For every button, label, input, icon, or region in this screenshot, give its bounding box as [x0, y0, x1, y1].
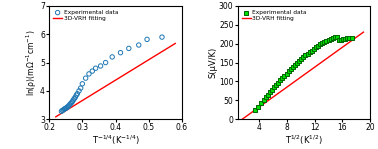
Experimental data	[67, 103, 73, 105]
Experimental data	[61, 108, 67, 110]
Experimental data	[325, 39, 332, 41]
Experimental data	[321, 41, 327, 43]
Experimental data	[315, 45, 321, 47]
Experimental data	[263, 96, 269, 98]
Y-axis label: ln(ρ)(mΩ$^{-1}$cm$^{-1}$): ln(ρ)(mΩ$^{-1}$cm$^{-1}$)	[24, 29, 39, 96]
Experimental data	[60, 109, 67, 111]
Experimental data	[86, 73, 92, 75]
Experimental data	[282, 75, 288, 77]
Experimental data	[342, 38, 348, 40]
Legend: Experimental data, 3D-VRH fitting: Experimental data, 3D-VRH fitting	[52, 9, 119, 22]
Experimental data	[258, 102, 264, 105]
Experimental data	[338, 38, 344, 41]
Experimental data	[76, 90, 82, 92]
Experimental data	[73, 94, 79, 96]
Experimental data	[72, 96, 78, 98]
Experimental data	[252, 109, 258, 111]
X-axis label: T$^{-1/4}$(K$^{-1/4}$): T$^{-1/4}$(K$^{-1/4}$)	[91, 134, 139, 147]
Experimental data	[265, 93, 271, 96]
Experimental data	[159, 36, 165, 38]
Experimental data	[64, 107, 70, 109]
Experimental data	[74, 93, 81, 95]
Experimental data	[279, 77, 285, 79]
Experimental data	[288, 68, 294, 70]
Experimental data	[319, 42, 325, 45]
Experimental data	[311, 48, 317, 50]
Experimental data	[296, 60, 302, 62]
Experimental data	[70, 99, 76, 101]
Experimental data	[273, 84, 279, 86]
Experimental data	[260, 98, 266, 101]
Experimental data	[269, 89, 275, 91]
Experimental data	[294, 62, 300, 64]
Experimental data	[292, 64, 298, 66]
Experimental data	[309, 49, 315, 52]
Experimental data	[286, 70, 292, 72]
Experimental data	[58, 110, 64, 112]
Experimental data	[267, 91, 273, 93]
Experimental data	[71, 97, 77, 100]
Experimental data	[305, 52, 311, 55]
Experimental data	[301, 56, 307, 59]
Experimental data	[298, 58, 304, 60]
Experimental data	[349, 37, 355, 39]
Experimental data	[255, 106, 261, 108]
Experimental data	[59, 109, 65, 112]
Experimental data	[144, 38, 150, 41]
Experimental data	[290, 66, 296, 68]
Experimental data	[328, 38, 334, 40]
Experimental data	[307, 51, 313, 53]
Experimental data	[98, 65, 104, 67]
Experimental data	[344, 37, 350, 40]
Experimental data	[347, 37, 353, 39]
Experimental data	[77, 87, 84, 89]
Experimental data	[324, 40, 330, 42]
Experimental data	[302, 54, 308, 57]
Legend: Experimental data, 3D-VRH fitting: Experimental data, 3D-VRH fitting	[240, 9, 308, 22]
Experimental data	[332, 36, 338, 38]
Experimental data	[330, 37, 336, 39]
Experimental data	[334, 35, 340, 38]
Experimental data	[336, 39, 342, 41]
Experimental data	[93, 67, 99, 69]
Y-axis label: S(μV/K): S(μV/K)	[209, 47, 217, 78]
Experimental data	[271, 86, 277, 88]
Experimental data	[275, 81, 281, 84]
Experimental data	[65, 105, 71, 107]
Experimental data	[68, 102, 74, 104]
Experimental data	[89, 70, 95, 72]
Experimental data	[69, 100, 75, 103]
Experimental data	[340, 38, 346, 40]
X-axis label: T$^{1/2}$(K$^{1/2}$): T$^{1/2}$(K$^{1/2}$)	[285, 134, 323, 147]
Experimental data	[313, 46, 319, 49]
Experimental data	[109, 56, 115, 58]
Experimental data	[102, 61, 108, 64]
Experimental data	[126, 47, 132, 50]
Experimental data	[118, 52, 124, 54]
Experimental data	[277, 79, 284, 82]
Experimental data	[79, 83, 85, 85]
Experimental data	[284, 72, 290, 75]
Experimental data	[136, 44, 142, 46]
Experimental data	[317, 43, 323, 46]
Experimental data	[83, 77, 89, 79]
Experimental data	[62, 107, 68, 110]
Experimental data	[67, 104, 73, 106]
Experimental data	[64, 106, 70, 108]
